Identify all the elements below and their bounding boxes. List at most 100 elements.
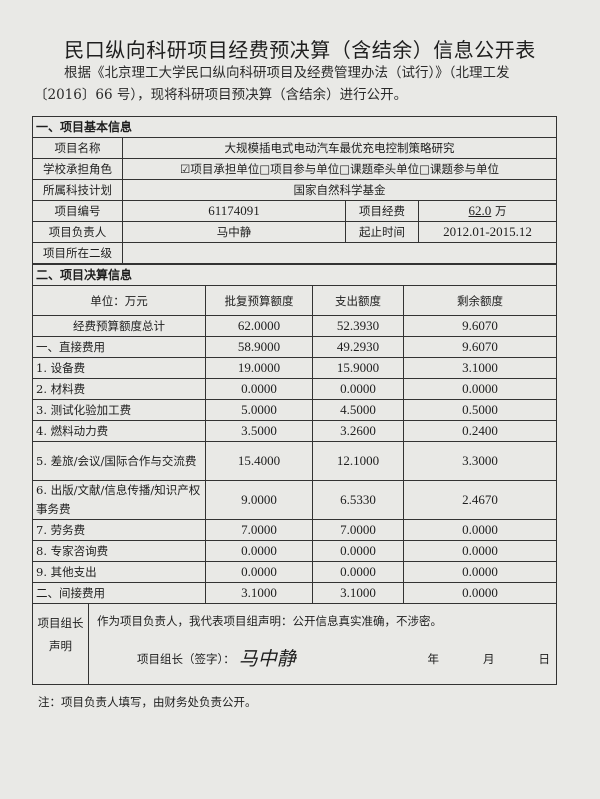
- signature: 马中静: [238, 648, 296, 670]
- funds-unit: 万: [494, 204, 507, 218]
- label: 项目负责人: [32, 221, 123, 243]
- table-row: 一、直接费用 58.9000 49.2930 9.6070: [32, 336, 558, 358]
- row-approved: 0.0000: [205, 378, 313, 400]
- row-remaining: 0.5000: [402, 399, 558, 421]
- row-item: 8. 专家咨询费: [32, 540, 206, 562]
- table-row: 4. 燃料动力费 3.5000 3.2600 0.2400: [32, 420, 558, 442]
- row-remaining: 0.2400: [402, 420, 558, 442]
- row-item: 二、间接费用: [32, 582, 206, 604]
- row-remaining: 0.0000: [402, 540, 558, 562]
- row-remaining: 9.6070: [402, 315, 558, 337]
- month-label: 月: [483, 652, 495, 666]
- project-dept: [121, 242, 558, 264]
- table-row: 6. 出版/文献/信息传播/知识产权事务费 9.0000 6.5330 2.4670: [32, 480, 558, 520]
- label: 所属科技计划: [32, 179, 123, 201]
- label: 起止时间: [345, 221, 419, 243]
- row-approved: 62.0000: [205, 315, 313, 337]
- row-remaining: 0.0000: [402, 519, 558, 541]
- row-spent: 0.0000: [312, 540, 404, 562]
- row-remaining: 3.3000: [402, 441, 558, 481]
- declaration-content: 作为项目负责人，我代表项目组声明：公开信息真实准确，不涉密。 项目组长（签字）：…: [89, 605, 556, 684]
- project-name: 大规模插电式电动汽车最优充电控制策略研究: [121, 137, 558, 159]
- intro-line-1: 根据《北京理工大学民口纵向科研项目及经费管理办法（试行）》（北理工发: [64, 65, 510, 81]
- row-remaining: 9.6070: [402, 336, 558, 358]
- row-item: 6. 出版/文献/信息传播/知识产权事务费: [32, 480, 206, 520]
- row-item: 2. 材料费: [32, 378, 206, 400]
- day-label: 日: [538, 652, 551, 666]
- project-period: 2012.01-2015.12: [417, 221, 558, 243]
- table-row: 7. 劳务费 7.0000 7.0000 0.0000: [32, 519, 558, 541]
- sign-label: 项目组长（签字）：: [137, 652, 235, 666]
- row-approved: 5.0000: [205, 399, 313, 421]
- intro-line-2: 〔2016〕66 号），现将科研项目预决算（含结余）进行公开。: [34, 87, 408, 103]
- table-row: 经费预算额度总计 62.0000 52.3930 9.6070: [32, 315, 558, 337]
- section-budget: 二、项目决算信息: [31, 264, 558, 286]
- row-spent: 0.0000: [312, 378, 404, 400]
- row-approved: 0.0000: [205, 561, 313, 583]
- label: 项目所在二级: [32, 242, 123, 264]
- row-spent: 0.0000: [312, 561, 404, 583]
- row-remaining: 3.1000: [402, 357, 558, 379]
- row-item: 3. 测试化验加工费: [32, 399, 206, 421]
- label: 学校承担角色: [32, 158, 123, 180]
- project-funds: 62.0 万: [417, 200, 558, 222]
- header-remaining: 剩余额度: [402, 285, 558, 316]
- header-unit: 单位：万元: [32, 285, 206, 316]
- row-spent: 49.2930: [312, 336, 404, 358]
- form-body: 一、项目基本信息 项目名称 大规模插电式电动汽车最优充电控制策略研究 学校承担角色…: [31, 116, 558, 711]
- table-row: 5. 差旅/会议/国际合作与交流费 15.4000 12.1000 3.3000: [32, 441, 558, 481]
- row-approved: 0.0000: [205, 540, 313, 562]
- row-remaining: 0.0000: [402, 582, 558, 604]
- page-title: 民口纵向科研项目经费预决算（含结余）信息公开表: [64, 38, 536, 62]
- table-row: 8. 专家咨询费 0.0000 0.0000 0.0000: [32, 540, 558, 562]
- row-spent: 52.3930: [312, 315, 404, 337]
- row-item: 5. 差旅/会议/国际合作与交流费: [32, 441, 206, 481]
- declaration-text: 作为项目负责人，我代表项目组声明：公开信息真实准确，不涉密。: [97, 614, 442, 628]
- basic-info-table: 一、项目基本信息 项目名称 大规模插电式电动汽车最优充电控制策略研究 学校承担角色…: [31, 116, 558, 264]
- table-row: 3. 测试化验加工费 5.0000 4.5000 0.5000: [32, 399, 558, 421]
- row-approved: 15.4000: [205, 441, 313, 481]
- row-approved: 58.9000: [205, 336, 313, 358]
- label: 项目编号: [32, 200, 123, 222]
- row-item: 一、直接费用: [32, 336, 206, 358]
- row-approved: 3.1000: [205, 582, 313, 604]
- row-spent: 7.0000: [312, 519, 404, 541]
- row-approved: 19.0000: [205, 357, 313, 379]
- row-spent: 12.1000: [312, 441, 404, 481]
- row-spent: 4.5000: [312, 399, 404, 421]
- table-row: 1. 设备费 19.0000 15.9000 3.1000: [32, 357, 558, 379]
- project-number: 61174091: [122, 200, 346, 222]
- row-spent: 15.9000: [312, 357, 404, 379]
- row-item: 1. 设备费: [32, 357, 206, 379]
- header-approved: 批复预算额度: [205, 285, 313, 316]
- row-item: 经费预算额度总计: [32, 315, 206, 337]
- row-approved: 7.0000: [205, 519, 313, 541]
- footnote: 注：项目负责人填写，由财务处负责公开。: [38, 695, 257, 709]
- school-role: ☑项目承担单位□项目参与单位□课题牵头单位□课题参与单位: [121, 158, 558, 180]
- row-remaining: 2.4670: [402, 480, 558, 520]
- row-spent: 3.2600: [312, 420, 404, 442]
- declaration-row: 项目组长声明 作为项目负责人，我代表项目组声明：公开信息真实准确，不涉密。 项目…: [31, 603, 558, 685]
- declaration-label: 项目组长声明: [34, 604, 89, 684]
- row-item: 7. 劳务费: [32, 519, 206, 541]
- row-remaining: 0.0000: [402, 378, 558, 400]
- table-row: 9. 其他支出 0.0000 0.0000 0.0000: [32, 561, 558, 583]
- row-spent: 6.5330: [312, 480, 404, 520]
- row-remaining: 0.0000: [402, 561, 558, 583]
- row-approved: 3.5000: [205, 420, 313, 442]
- label: 项目经费: [345, 200, 419, 222]
- tech-plan: 国家自然科学基金: [121, 179, 558, 201]
- label: 项目名称: [32, 137, 123, 159]
- year-label: 年: [427, 652, 440, 666]
- table-row: 2. 材料费 0.0000 0.0000 0.0000: [32, 378, 558, 400]
- table-row: 二、间接费用 3.1000 3.1000 0.0000: [32, 582, 558, 604]
- section-basic-info: 一、项目基本信息: [31, 116, 558, 138]
- project-pi: 马中静: [122, 221, 346, 243]
- funds-value: 62.0: [468, 203, 492, 218]
- row-approved: 9.0000: [205, 480, 313, 520]
- budget-table: 二、项目决算信息 单位：万元 批复预算额度 支出额度 剩余额度 经费预算额度总计…: [31, 264, 558, 685]
- intro-paragraph: 根据《北京理工大学民口纵向科研项目及经费管理办法（试行）》（北理工发 〔2016…: [34, 62, 574, 106]
- header-spent: 支出额度: [312, 285, 404, 316]
- row-spent: 3.1000: [312, 582, 404, 604]
- row-item: 4. 燃料动力费: [32, 420, 206, 442]
